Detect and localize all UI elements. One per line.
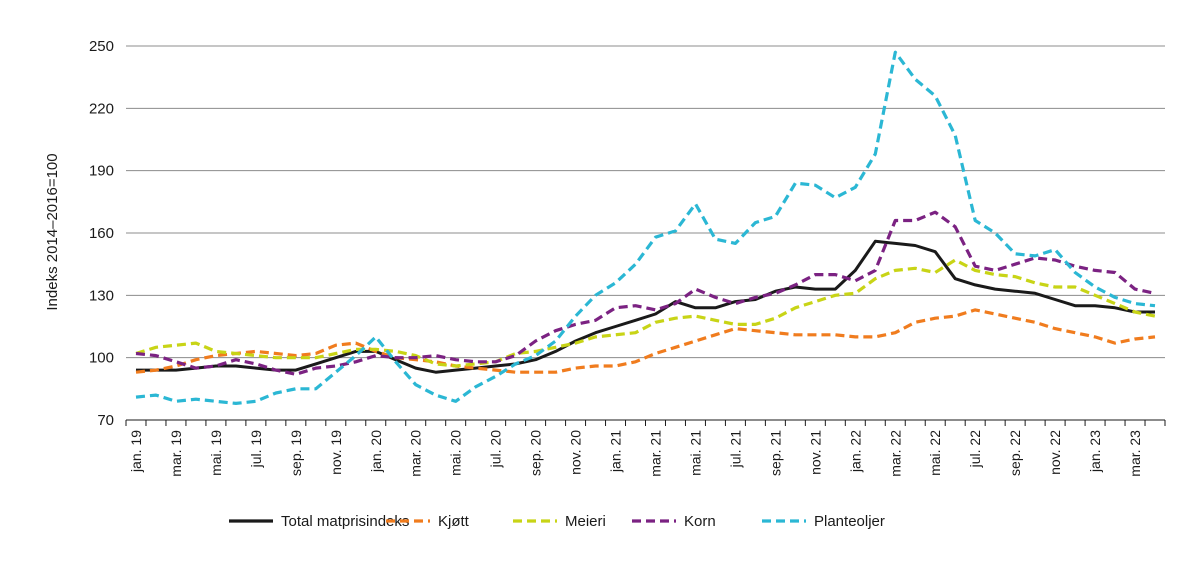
x-tick-label: nov. 22 (1047, 430, 1063, 475)
legend: Total matprisindeks Kjøtt Meieri Korn Plante… (229, 513, 885, 530)
x-tick-label: mai. 21 (687, 430, 703, 476)
x-tick-label: mar. 21 (647, 430, 663, 477)
x-tick-label: sep. 20 (528, 430, 544, 476)
y-axis: 70 100 130 160 190 220 250 (89, 38, 114, 429)
x-tick-label: jan. 19 (128, 430, 144, 473)
x-tick-label: jul. 22 (967, 430, 983, 469)
series-line-4 (135, 50, 1156, 405)
y-axis-label: Indeks 2014–2016=100 (44, 153, 61, 310)
x-tick-label: nov. 19 (328, 430, 344, 475)
y-tick-label: 130 (89, 287, 114, 304)
x-tick-label: mar. 23 (1127, 430, 1143, 477)
series-line-1 (135, 308, 1156, 374)
x-tick-label: mar. 20 (408, 430, 424, 477)
x-tick-label: jul. 20 (488, 430, 504, 469)
x-tick-label: sep. 22 (1007, 430, 1023, 476)
x-tick-label: mai. 20 (448, 430, 464, 476)
series-lines (135, 50, 1156, 405)
y-tick-label: 160 (89, 225, 114, 242)
x-tick-label: jan. 20 (368, 430, 384, 473)
x-tick-label: nov. 21 (807, 430, 823, 475)
series-line-2 (135, 258, 1156, 368)
y-tick-label: 190 (89, 163, 114, 180)
series-line-3 (135, 210, 1156, 376)
y-tick-label: 220 (89, 100, 114, 117)
x-axis: jan. 19 mar. 19 mai. 19 jul. 19 sep. 19 nov. … (125, 419, 1166, 477)
legend-label-3: Korn (684, 513, 716, 530)
x-tick-label: mar. 22 (887, 430, 903, 477)
y-tick-label: 250 (89, 38, 114, 55)
x-tick-label: jan. 22 (847, 430, 863, 473)
x-tick-label: jan. 21 (608, 430, 624, 473)
x-tick-label: mar. 19 (168, 430, 184, 477)
x-tick-label: sep. 21 (767, 430, 783, 476)
gridlines (126, 45, 1165, 359)
series-line-0 (136, 239, 1155, 374)
y-tick-label: 70 (97, 412, 114, 429)
legend-label-1: Kjøtt (438, 513, 470, 530)
legend-label-2: Meieri (565, 513, 606, 530)
x-tick-label: mai. 19 (208, 430, 224, 476)
x-tick-label: jul. 19 (248, 430, 264, 469)
y-tick-label: 100 (89, 350, 114, 367)
x-tick-label: mai. 22 (927, 430, 943, 476)
x-tick-label: sep. 19 (288, 430, 304, 476)
x-tick-label: jan. 23 (1087, 430, 1103, 473)
legend-label-0: Total matprisindeks (281, 513, 409, 530)
x-tick-label: jul. 21 (727, 430, 743, 469)
x-tick-label: nov. 20 (568, 430, 584, 475)
legend-label-4: Planteoljer (814, 513, 885, 530)
